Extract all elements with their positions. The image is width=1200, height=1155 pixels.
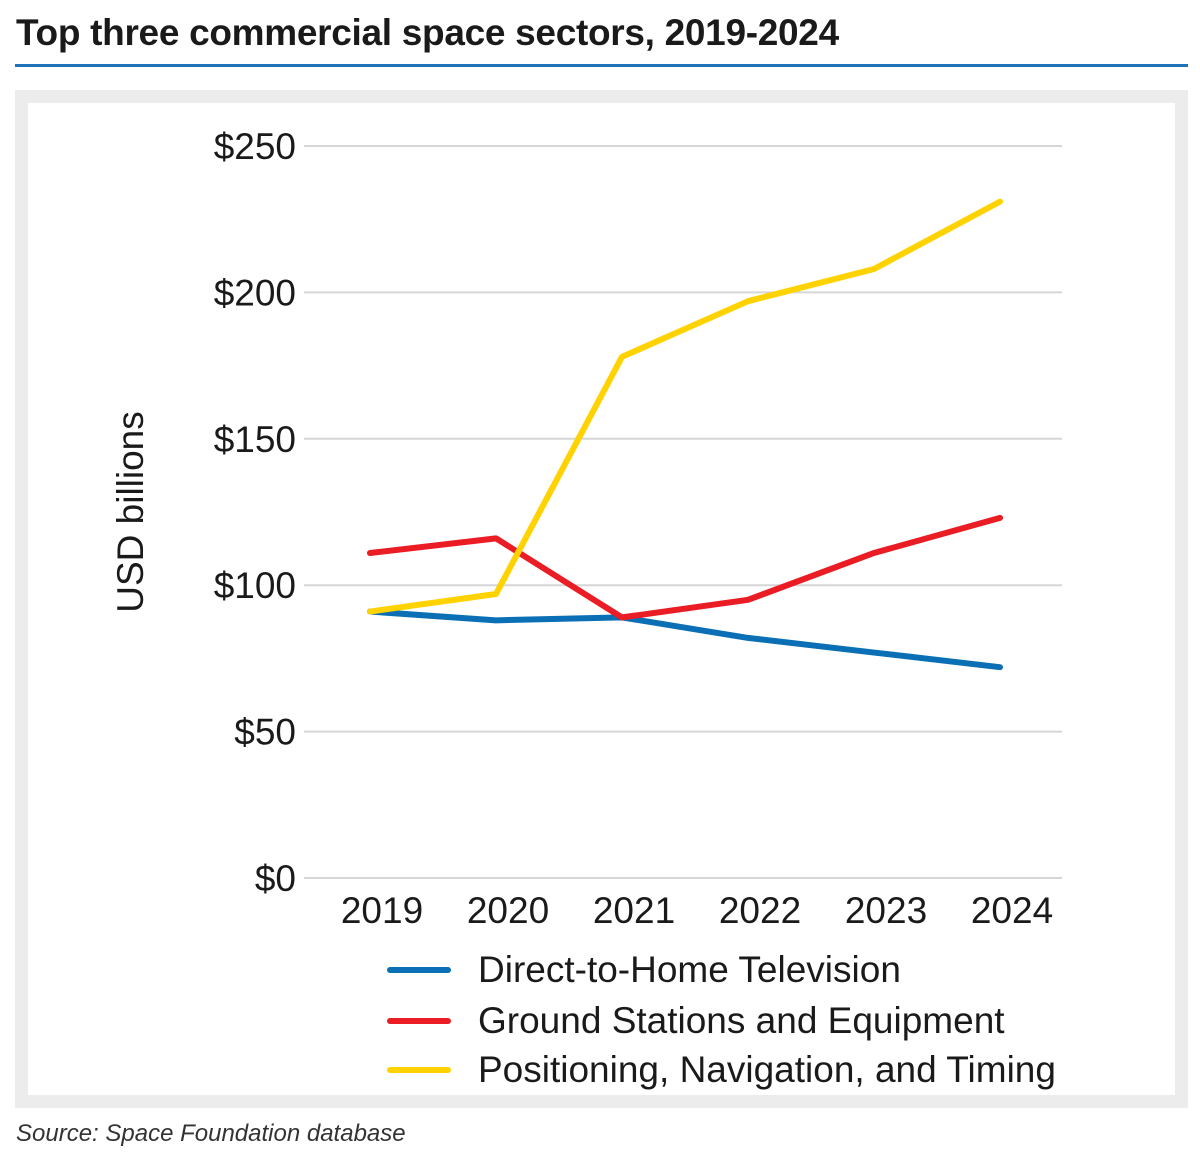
legend-label: Direct-to-Home Television (478, 949, 901, 990)
y-tick-label: $200 (214, 272, 296, 313)
y-tick-label: $0 (255, 858, 296, 899)
chart-title: Top three commercial space sectors, 2019… (16, 12, 839, 53)
y-tick-label: $50 (234, 712, 296, 753)
series-line (367, 198, 1003, 615)
legend-label: Ground Stations and Equipment (478, 1000, 1005, 1041)
source-note: Source: Space Foundation database (16, 1120, 406, 1147)
chart-frame (15, 90, 1188, 1108)
x-tick-label: 2021 (593, 890, 675, 931)
title-rule (15, 64, 1188, 67)
series-line (367, 608, 1003, 671)
x-tick-label: 2022 (719, 890, 801, 931)
series-line (367, 514, 1003, 621)
legend-label: Positioning, Navigation, and Timing (478, 1049, 1056, 1090)
y-axis-label: USD billions (110, 411, 151, 613)
y-tick-label: $100 (214, 565, 296, 606)
x-tick-label: 2019 (341, 890, 423, 931)
x-tick-label: 2020 (467, 890, 549, 931)
x-tick-label: 2024 (971, 890, 1053, 931)
y-tick-label: $250 (214, 126, 296, 167)
y-tick-label: $150 (214, 419, 296, 460)
x-tick-label: 2023 (845, 890, 927, 931)
